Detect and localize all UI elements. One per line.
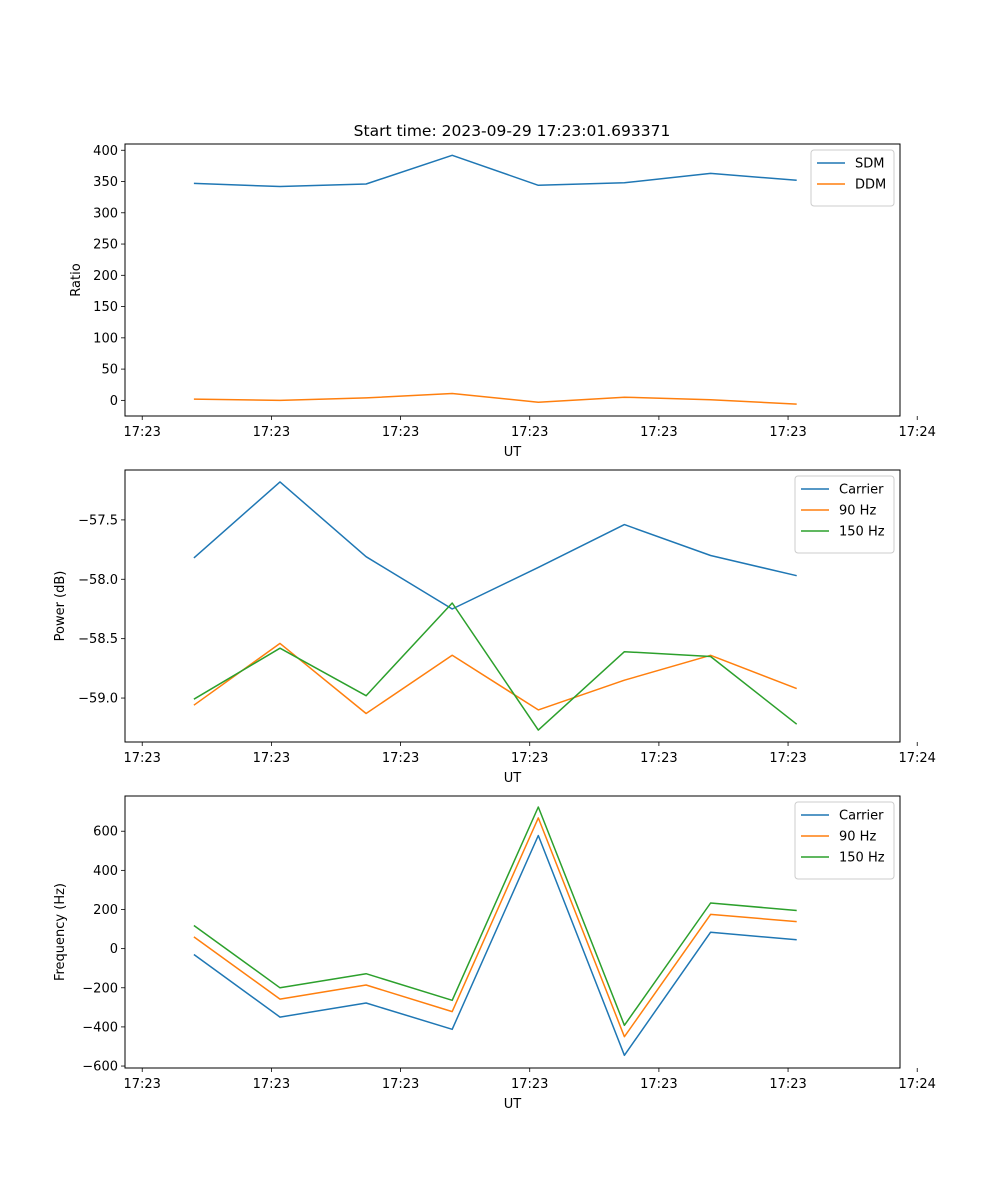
x-tick-label: 17:23 — [511, 425, 548, 440]
y-axis-label: Frequency (Hz) — [53, 883, 68, 981]
legend: Carrier 90 Hz 150 Hz — [794, 801, 895, 880]
x-tick-label: 17:23 — [511, 751, 548, 766]
y-tick-label: −59.0 — [78, 692, 118, 707]
series-line-150-hz — [193, 602, 798, 731]
axes-frame-frequency — [124, 795, 901, 1069]
x-tick-label: 17:24 — [898, 751, 935, 766]
x-tick-label: 17:23 — [382, 751, 419, 766]
x-tick-label: 17:23 — [640, 1077, 677, 1092]
x-tick-label: 17:23 — [123, 751, 160, 766]
legend-label: 90 Hz — [839, 504, 876, 519]
y-tick-label: 200 — [93, 269, 118, 284]
x-tick-label: 17:24 — [898, 425, 935, 440]
y-tick-label: −200 — [82, 981, 118, 996]
legend-label: 150 Hz — [839, 525, 885, 540]
y-axis-label: Ratio — [69, 263, 84, 296]
x-tick-label: 17:23 — [769, 1077, 806, 1092]
series-line-sdm — [193, 154, 797, 188]
series-line-ddm — [193, 392, 797, 405]
y-tick-label: 300 — [93, 206, 118, 221]
x-tick-label: 17:23 — [640, 751, 677, 766]
series-line-150-hz — [193, 806, 797, 1027]
y-tick-label: 400 — [93, 864, 118, 879]
x-tick-label: 17:23 — [769, 751, 806, 766]
x-tick-label: 17:23 — [382, 425, 419, 440]
y-tick-label: 350 — [93, 175, 118, 190]
legend-label: SDM — [855, 157, 884, 172]
y-tick-label: −58.0 — [78, 573, 118, 588]
legend: SDM DDM — [810, 149, 895, 207]
y-tick-label: 100 — [93, 331, 118, 346]
y-tick-label: 0 — [110, 394, 118, 409]
legend-label: Carrier — [839, 809, 884, 824]
legend-box — [810, 149, 895, 207]
y-tick-label: 250 — [93, 238, 118, 253]
x-tick-label: 17:23 — [253, 425, 290, 440]
x-tick-label: 17:23 — [640, 425, 677, 440]
y-tick-label: 150 — [93, 300, 118, 315]
x-axis-label: UT — [504, 771, 522, 786]
legend-box — [794, 475, 895, 554]
series-line-90-hz — [193, 642, 797, 715]
series-line-carrier — [193, 481, 797, 610]
y-tick-label: −600 — [82, 1060, 118, 1075]
legend-label: 90 Hz — [839, 830, 876, 845]
y-tick-label: 0 — [110, 942, 118, 957]
legend: Carrier 90 Hz 150 Hz — [794, 475, 895, 554]
axes-frame-ratio — [124, 143, 901, 417]
x-tick-label: 17:23 — [253, 751, 290, 766]
y-tick-label: 50 — [101, 363, 118, 378]
legend-label: Carrier — [839, 483, 884, 498]
x-tick-label: 17:24 — [898, 1077, 935, 1092]
y-tick-label: 400 — [93, 144, 118, 159]
y-axis-label: Power (dB) — [53, 571, 68, 642]
x-axis-label: UT — [504, 1097, 522, 1112]
y-tick-label: −400 — [82, 1020, 118, 1035]
series-line-90-hz — [193, 817, 797, 1038]
x-tick-label: 17:23 — [511, 1077, 548, 1092]
x-tick-label: 17:23 — [769, 425, 806, 440]
subplot-ratio: 17:23 17:23 17:23 17:23 17:23 17:23 17:24 0 50 10… — [69, 143, 936, 460]
x-tick-label: 17:23 — [123, 1077, 160, 1092]
subplot-frequency: 17:23 17:23 17:23 17:23 17:23 17:23 17:24 −600 −… — [53, 795, 936, 1112]
x-axis-label: UT — [504, 445, 522, 460]
subplot-power: 17:23 17:23 17:23 17:23 17:23 17:23 17:24 −59.0… — [53, 469, 936, 786]
y-tick-label: 600 — [93, 825, 118, 840]
y-tick-label: −57.5 — [78, 513, 118, 528]
x-tick-label: 17:23 — [382, 1077, 419, 1092]
series-line-carrier — [193, 834, 797, 1057]
legend-box — [794, 801, 895, 880]
x-tick-label: 17:23 — [253, 1077, 290, 1092]
y-tick-label: −58.5 — [78, 632, 118, 647]
y-tick-label: 200 — [93, 903, 118, 918]
chart-title: Start time: 2023-09-29 17:23:01.693371 — [354, 122, 671, 140]
legend-label: DDM — [855, 178, 886, 193]
axes-frame-power — [124, 469, 901, 743]
x-tick-label: 17:23 — [123, 425, 160, 440]
legend-label: 150 Hz — [839, 851, 885, 866]
